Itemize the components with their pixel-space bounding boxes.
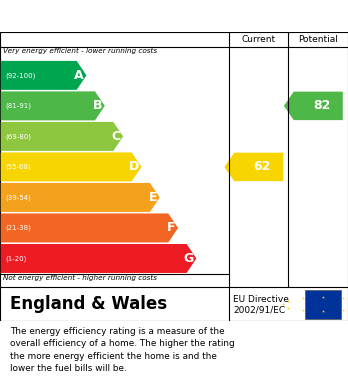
Text: 82: 82 [313, 99, 330, 112]
Text: Potential: Potential [298, 35, 338, 44]
Text: D: D [128, 160, 139, 174]
Text: (55-68): (55-68) [5, 164, 31, 170]
Polygon shape [224, 152, 283, 181]
FancyBboxPatch shape [304, 290, 341, 319]
Polygon shape [1, 61, 86, 90]
Text: (39-54): (39-54) [5, 194, 31, 201]
Polygon shape [1, 213, 178, 242]
Text: E: E [149, 191, 157, 204]
Text: EU Directive: EU Directive [233, 294, 289, 303]
Text: F: F [167, 221, 175, 235]
Text: 2002/91/EC: 2002/91/EC [233, 306, 285, 315]
Polygon shape [1, 122, 123, 151]
Text: C: C [111, 130, 120, 143]
Text: (21-38): (21-38) [5, 225, 31, 231]
Text: Current: Current [242, 35, 276, 44]
Polygon shape [1, 183, 160, 212]
Text: (81-91): (81-91) [5, 102, 31, 109]
Text: G: G [183, 252, 193, 265]
Text: The energy efficiency rating is a measure of the
overall efficiency of a home. T: The energy efficiency rating is a measur… [10, 327, 235, 373]
Text: (1-20): (1-20) [5, 255, 26, 262]
Polygon shape [284, 91, 343, 120]
Polygon shape [1, 152, 141, 181]
Text: A: A [74, 69, 84, 82]
Text: (69-80): (69-80) [5, 133, 31, 140]
Polygon shape [1, 91, 105, 120]
Text: Very energy efficient - lower running costs: Very energy efficient - lower running co… [3, 48, 158, 54]
Text: 62: 62 [254, 160, 271, 174]
Polygon shape [1, 244, 196, 273]
Text: (92-100): (92-100) [5, 72, 35, 79]
Text: Not energy efficient - higher running costs: Not energy efficient - higher running co… [3, 275, 158, 281]
Text: Energy Efficiency Rating: Energy Efficiency Rating [10, 9, 220, 23]
Text: England & Wales: England & Wales [10, 295, 168, 313]
Text: B: B [93, 99, 102, 112]
